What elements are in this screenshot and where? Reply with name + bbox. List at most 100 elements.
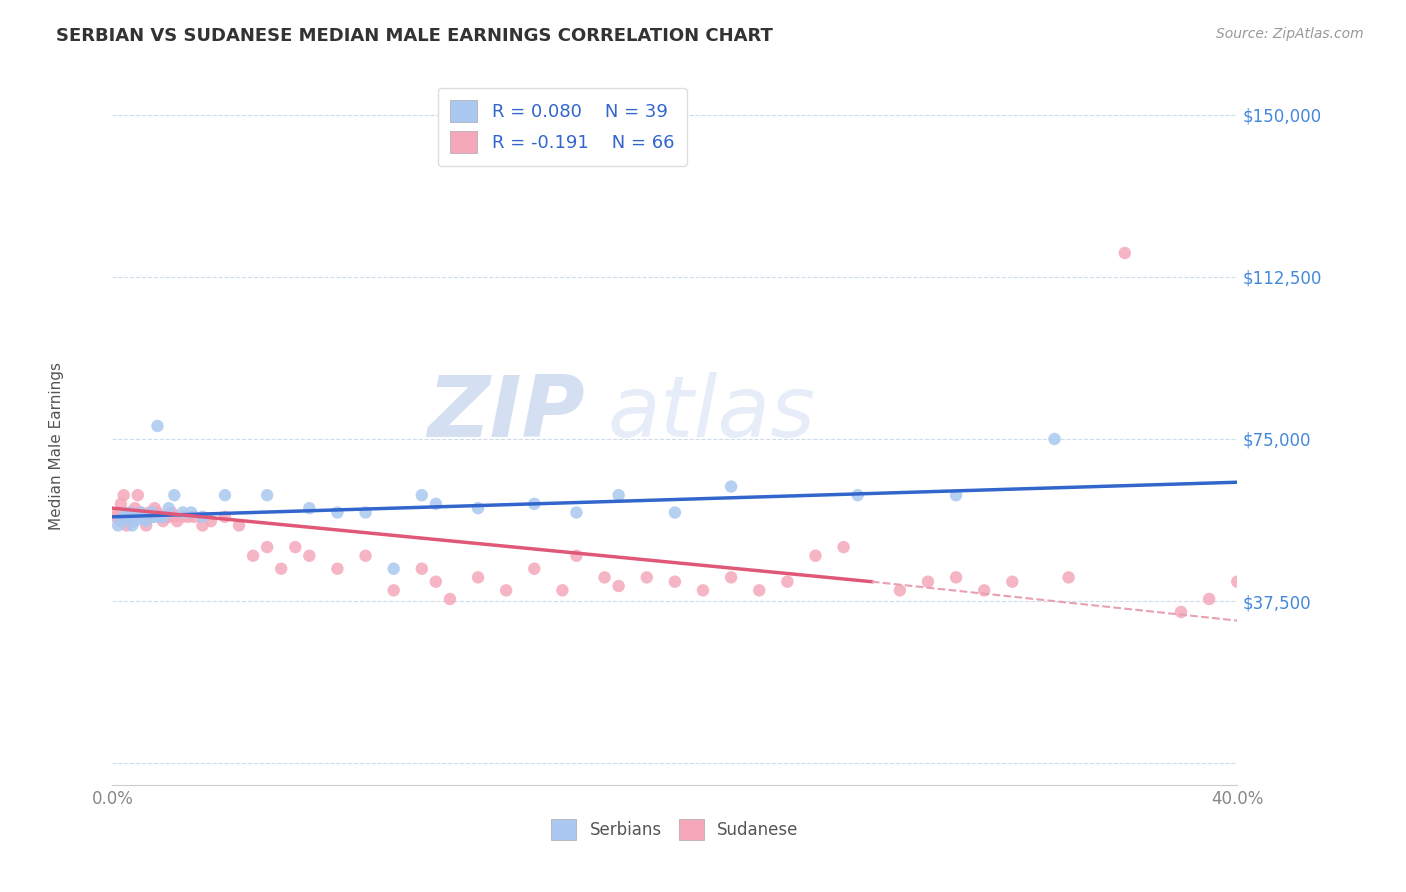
Point	[607, 488, 630, 502]
Point	[1001, 574, 1024, 589]
Point	[945, 570, 967, 584]
Point	[326, 562, 349, 576]
Point	[129, 506, 152, 520]
Point	[439, 592, 461, 607]
Point	[118, 506, 141, 520]
Point	[146, 419, 169, 434]
Point	[157, 509, 180, 524]
Point	[152, 514, 174, 528]
Point	[804, 549, 827, 563]
Point	[748, 583, 770, 598]
Point	[149, 509, 172, 524]
Point	[141, 509, 163, 524]
Point	[115, 518, 138, 533]
Text: atlas: atlas	[607, 372, 815, 456]
Point	[551, 583, 574, 598]
Point	[945, 488, 967, 502]
Point	[636, 570, 658, 584]
Point	[183, 509, 205, 524]
Point	[143, 509, 166, 524]
Point	[776, 574, 799, 589]
Point	[214, 488, 236, 502]
Point	[152, 509, 174, 524]
Point	[889, 583, 911, 598]
Point	[382, 562, 405, 576]
Point	[1057, 570, 1080, 584]
Point	[298, 501, 321, 516]
Point	[124, 501, 146, 516]
Point	[135, 518, 157, 533]
Point	[354, 549, 377, 563]
Text: SERBIAN VS SUDANESE MEDIAN MALE EARNINGS CORRELATION CHART: SERBIAN VS SUDANESE MEDIAN MALE EARNINGS…	[56, 27, 773, 45]
Point	[720, 479, 742, 493]
Point	[143, 501, 166, 516]
Point	[270, 562, 292, 576]
Legend: Serbians, Sudanese: Serbians, Sudanese	[543, 811, 807, 848]
Point	[112, 488, 135, 502]
Point	[214, 509, 236, 524]
Point	[523, 497, 546, 511]
Point	[141, 506, 163, 520]
Point	[523, 562, 546, 576]
Point	[256, 540, 278, 554]
Point	[191, 518, 214, 533]
Point	[326, 506, 349, 520]
Point	[155, 509, 177, 524]
Point	[138, 509, 160, 524]
Point	[354, 506, 377, 520]
Point	[284, 540, 307, 554]
Point	[180, 506, 202, 520]
Point	[1198, 592, 1220, 607]
Point	[411, 562, 433, 576]
Point	[1170, 605, 1192, 619]
Point	[135, 514, 157, 528]
Point	[846, 488, 869, 502]
Point	[132, 509, 155, 524]
Point	[110, 514, 132, 528]
Point	[160, 506, 183, 520]
Point	[115, 509, 138, 524]
Point	[1114, 246, 1136, 260]
Point	[104, 509, 127, 524]
Point	[112, 509, 135, 524]
Text: Source: ZipAtlas.com: Source: ZipAtlas.com	[1216, 27, 1364, 41]
Point	[382, 583, 405, 598]
Point	[107, 506, 129, 520]
Point	[973, 583, 995, 598]
Point	[692, 583, 714, 598]
Point	[157, 501, 180, 516]
Point	[1043, 432, 1066, 446]
Point	[200, 514, 222, 528]
Point	[129, 506, 152, 520]
Point	[242, 549, 264, 563]
Point	[138, 506, 160, 520]
Point	[664, 506, 686, 520]
Point	[917, 574, 939, 589]
Point	[132, 509, 155, 524]
Point	[166, 514, 188, 528]
Point	[228, 518, 250, 533]
Point	[107, 518, 129, 533]
Point	[149, 509, 172, 524]
Point	[127, 488, 149, 502]
Point	[425, 497, 447, 511]
Point	[467, 501, 489, 516]
Point	[191, 509, 214, 524]
Text: Median Male Earnings: Median Male Earnings	[49, 362, 63, 530]
Point	[495, 583, 517, 598]
Text: ZIP: ZIP	[427, 372, 585, 456]
Point	[565, 549, 588, 563]
Point	[720, 570, 742, 584]
Point	[127, 509, 149, 524]
Point	[565, 506, 588, 520]
Point	[172, 506, 194, 520]
Point	[425, 574, 447, 589]
Point	[177, 509, 200, 524]
Point	[664, 574, 686, 589]
Point	[411, 488, 433, 502]
Point	[118, 509, 141, 524]
Point	[1226, 574, 1249, 589]
Point	[163, 509, 186, 524]
Point	[298, 549, 321, 563]
Point	[124, 514, 146, 528]
